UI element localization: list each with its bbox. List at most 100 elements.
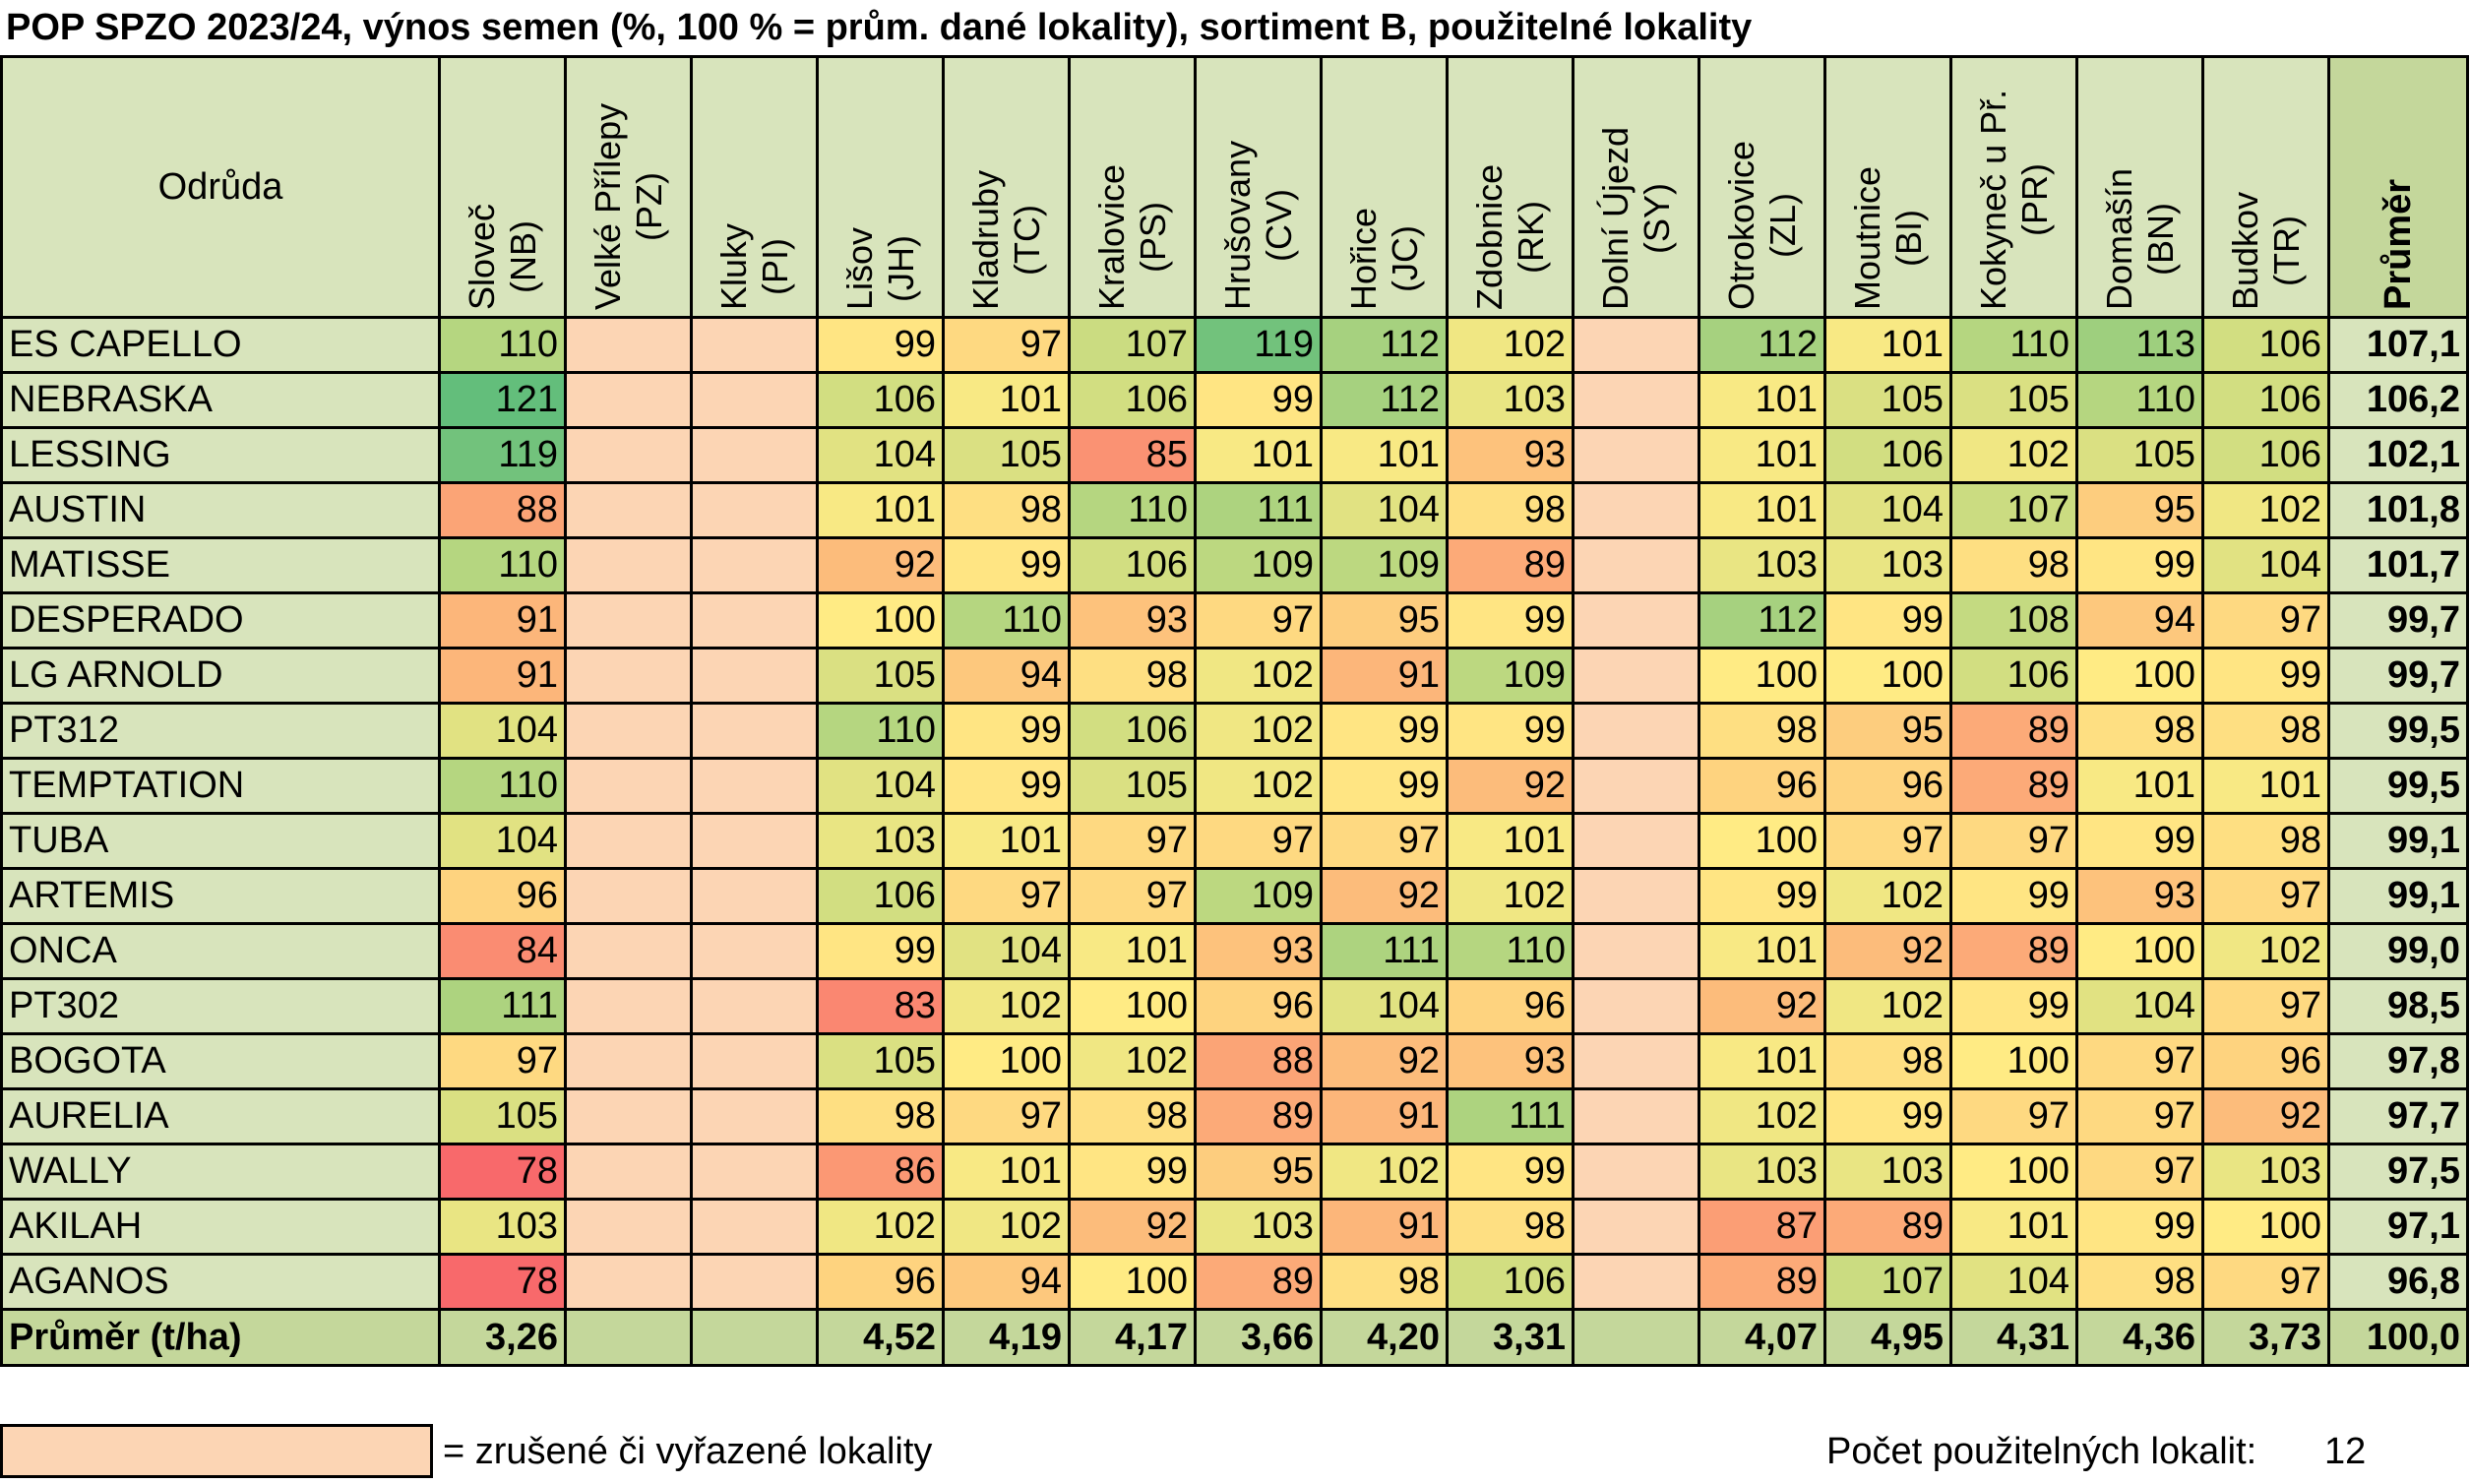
variety-name: BOGOTA xyxy=(0,1032,441,1090)
location-mean-cell: 4,07 xyxy=(1698,1308,1826,1367)
yield-cell: 89 xyxy=(1823,1198,1952,1256)
location-header-hrusovany: Hrušovany (CV) xyxy=(1194,55,1323,319)
yield-cell: 91 xyxy=(1320,1087,1449,1145)
legend-swatch xyxy=(0,1424,433,1478)
cancelled-cell xyxy=(1572,1198,1700,1256)
yield-cell: 112 xyxy=(1698,591,1826,649)
yield-cell: 99 xyxy=(1446,702,1575,760)
location-label: Domašín (BN) xyxy=(2098,167,2181,310)
cancelled-cell xyxy=(690,316,819,374)
table-row: PT312 104 110 99 106 102 99 99 98 95 89 98 98 99,5 xyxy=(0,702,2469,760)
location-label: Hrušovany (CV) xyxy=(1216,140,1299,310)
yield-cell: 102 xyxy=(1194,702,1323,760)
yield-cell: 102 xyxy=(1823,867,1952,925)
yield-cell: 98 xyxy=(1068,647,1197,705)
cancelled-cell xyxy=(690,812,819,870)
yield-cell: 95 xyxy=(2075,481,2204,539)
location-mean-cell: 4,19 xyxy=(942,1308,1071,1367)
yield-cell: 112 xyxy=(1320,316,1449,374)
yield-cell: 99 xyxy=(2075,1198,2204,1256)
cancelled-cell xyxy=(690,702,819,760)
variety-name: PT302 xyxy=(0,977,441,1035)
table-row: AUSTIN 88 101 98 110 111 104 98 101 104 107 95 102 10… xyxy=(0,481,2469,539)
yield-cell: 92 xyxy=(816,536,945,594)
yield-cell: 97 xyxy=(2075,1087,2204,1145)
cancelled-cell xyxy=(1572,371,1700,429)
yield-cell: 104 xyxy=(1320,977,1449,1035)
yield-cell: 99 xyxy=(1698,867,1826,925)
cancelled-cell xyxy=(564,977,693,1035)
yield-cell: 91 xyxy=(1320,1198,1449,1256)
yield-cell: 106 xyxy=(816,371,945,429)
yield-cell: 94 xyxy=(942,1253,1071,1311)
yield-cell: 103 xyxy=(2201,1143,2330,1201)
location-header-kralovice: Kralovice (PS) xyxy=(1068,55,1197,319)
table-row: TEMPTATION 110 104 99 105 102 99 92 96 96 89 101 101… xyxy=(0,757,2469,815)
yield-cell: 89 xyxy=(1949,922,2078,980)
location-header-velke-prilepy: Velké Přílepy (PZ) xyxy=(564,55,693,319)
cancelled-cell xyxy=(564,702,693,760)
location-label: Lišov (JH) xyxy=(838,226,921,310)
yield-cell: 89 xyxy=(1194,1087,1323,1145)
yield-cell: 96 xyxy=(1823,757,1952,815)
yield-cell: 111 xyxy=(1446,1087,1575,1145)
yield-cell: 107 xyxy=(1068,316,1197,374)
location-mean-cell: 4,36 xyxy=(2075,1308,2204,1367)
location-header-horice: Hořice (JC) xyxy=(1320,55,1449,319)
table-body: ES CAPELLO 110 99 97 107 119 112 102 112 101 110 11… xyxy=(0,316,2469,1311)
yield-cell: 105 xyxy=(942,426,1071,484)
yield-cell: 95 xyxy=(1194,1143,1323,1201)
yield-cell: 99 xyxy=(1823,591,1952,649)
variety-name: LESSING xyxy=(0,426,441,484)
cancelled-cell xyxy=(564,757,693,815)
yield-cell: 110 xyxy=(438,536,567,594)
yield-cell: 119 xyxy=(438,426,567,484)
cancelled-cell xyxy=(1572,977,1700,1035)
yield-cell: 101 xyxy=(1698,481,1826,539)
yield-cell: 99 xyxy=(1320,702,1449,760)
yield-cell: 100 xyxy=(1698,812,1826,870)
yield-cell: 101 xyxy=(1698,922,1826,980)
location-header-budkov: Budkov (TR) xyxy=(2201,55,2330,319)
yield-cell: 101 xyxy=(942,812,1071,870)
yield-cell: 99 xyxy=(942,757,1071,815)
yield-cell: 110 xyxy=(942,591,1071,649)
yield-cell: 102 xyxy=(942,977,1071,1035)
table-row: DESPERADO 91 100 110 93 97 95 99 112 99 108 94 97 99,… xyxy=(0,591,2469,649)
yield-cell: 110 xyxy=(1446,922,1575,980)
yield-cell: 104 xyxy=(438,702,567,760)
yield-cell: 112 xyxy=(1320,371,1449,429)
cancelled-cell xyxy=(1572,922,1700,980)
cancelled-cell xyxy=(564,1087,693,1145)
yield-cell: 103 xyxy=(816,812,945,870)
cancelled-cell xyxy=(564,316,693,374)
table-row: ONCA 84 99 104 101 93 111 110 101 92 89 100 102 99,0 xyxy=(0,922,2469,980)
cancelled-cell xyxy=(564,1032,693,1090)
row-average-cell: 99,1 xyxy=(2327,812,2469,870)
cancelled-cell xyxy=(1572,1143,1700,1201)
yield-cell: 98 xyxy=(2075,702,2204,760)
yield-cell: 100 xyxy=(942,1032,1071,1090)
yield-cell: 103 xyxy=(1823,536,1952,594)
row-average-cell: 107,1 xyxy=(2327,316,2469,374)
location-header-slovec: Sloveč (NB) xyxy=(438,55,567,319)
usable-locations-count: 12 xyxy=(2324,1431,2367,1472)
table-row: LG ARNOLD 91 105 94 98 102 91 109 100 100 106 100 99… xyxy=(0,647,2469,705)
cancelled-cell xyxy=(690,371,819,429)
yield-cell: 102 xyxy=(1068,1032,1197,1090)
yield-cell: 102 xyxy=(942,1198,1071,1256)
cancelled-cell xyxy=(564,591,693,649)
yield-cell: 103 xyxy=(1698,1143,1826,1201)
cancelled-cell xyxy=(1572,426,1700,484)
yield-table: Odrůda Sloveč (NB) Velké Přílepy (PZ) Kluk… xyxy=(0,55,2469,1367)
yield-cell: 89 xyxy=(1949,757,2078,815)
cancelled-cell xyxy=(1572,1032,1700,1090)
yield-cell: 97 xyxy=(2201,591,2330,649)
yield-cell: 93 xyxy=(2075,867,2204,925)
yield-cell: 94 xyxy=(2075,591,2204,649)
cancelled-cell xyxy=(564,1198,693,1256)
yield-cell: 78 xyxy=(438,1143,567,1201)
yield-cell: 110 xyxy=(1068,481,1197,539)
cancelled-cell xyxy=(564,922,693,980)
overall-average-cell: 100,0 xyxy=(2327,1308,2469,1367)
